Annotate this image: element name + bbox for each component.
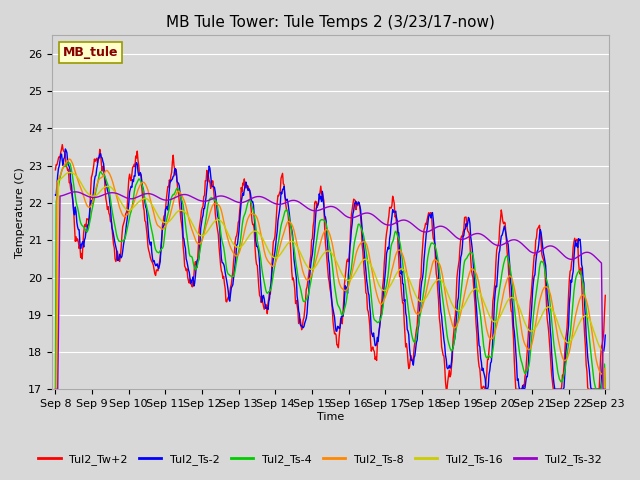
Line: Tul2_Ts-2: Tul2_Ts-2 [56, 149, 605, 389]
Tul2_Tw+2 [58, 142, 66, 147]
Tul2_Ts-4 [204, 205, 211, 211]
Tul2_Ts-4 [52, 386, 60, 392]
X-axis label: Time: Time [317, 412, 344, 422]
Tul2_Ts-16 [119, 202, 127, 208]
Tul2_Ts-2 [119, 248, 127, 254]
Tul2_Ts-16 [175, 208, 182, 214]
Tul2_Ts-2 [61, 146, 69, 152]
Tul2_Ts-32 [204, 198, 211, 204]
Tul2_Ts-16 [204, 228, 211, 234]
Tul2_Ts-32 [72, 189, 79, 195]
Legend: Tul2_Tw+2, Tul2_Ts-2, Tul2_Ts-4, Tul2_Ts-8, Tul2_Ts-16, Tul2_Ts-32: Tul2_Tw+2, Tul2_Ts-2, Tul2_Ts-4, Tul2_Ts… [34, 450, 606, 469]
Tul2_Tw+2 [602, 292, 609, 298]
Tul2_Ts-2 [52, 192, 60, 198]
Tul2_Ts-32 [414, 226, 422, 232]
Tul2_Ts-8 [602, 386, 609, 392]
Tul2_Ts-4 [398, 253, 406, 259]
Tul2_Ts-4 [602, 386, 609, 392]
Tul2_Tw+2 [175, 190, 182, 196]
Tul2_Ts-8 [414, 311, 422, 317]
Tul2_Ts-8 [52, 386, 60, 392]
Tul2_Tw+2 [52, 167, 60, 173]
Line: Tul2_Ts-32: Tul2_Ts-32 [56, 192, 605, 389]
Tul2_Ts-32 [119, 193, 127, 199]
Tul2_Ts-8 [204, 218, 211, 224]
Tul2_Ts-2 [414, 327, 422, 333]
Tul2_Tw+2 [204, 174, 211, 180]
Tul2_Ts-2 [62, 147, 70, 153]
Tul2_Ts-2 [602, 332, 609, 338]
Tul2_Ts-4 [65, 160, 73, 166]
Tul2_Ts-2 [483, 386, 491, 392]
Tul2_Ts-16 [66, 169, 74, 175]
Tul2_Ts-16 [414, 296, 422, 302]
Y-axis label: Temperature (C): Temperature (C) [15, 167, 25, 258]
Line: Tul2_Ts-4: Tul2_Ts-4 [56, 163, 605, 389]
Line: Tul2_Ts-8: Tul2_Ts-8 [56, 159, 605, 389]
Tul2_Ts-4 [414, 324, 422, 330]
Tul2_Ts-16 [398, 266, 406, 272]
Tul2_Ts-32 [602, 386, 609, 392]
Title: MB Tule Tower: Tule Temps 2 (3/23/17-now): MB Tule Tower: Tule Temps 2 (3/23/17-now… [166, 15, 495, 30]
Tul2_Ts-8 [61, 161, 69, 167]
Tul2_Ts-4 [175, 186, 182, 192]
Tul2_Ts-32 [175, 193, 182, 199]
Tul2_Ts-32 [61, 192, 69, 197]
Tul2_Tw+2 [62, 163, 70, 169]
Tul2_Ts-16 [602, 386, 609, 392]
Tul2_Ts-16 [61, 171, 69, 177]
Tul2_Tw+2 [443, 386, 451, 392]
Tul2_Ts-4 [61, 164, 69, 169]
Tul2_Tw+2 [119, 224, 127, 229]
Tul2_Ts-4 [119, 238, 127, 244]
Tul2_Ts-8 [119, 212, 127, 218]
Line: Tul2_Tw+2: Tul2_Tw+2 [56, 144, 605, 389]
Tul2_Ts-8 [175, 189, 182, 194]
Tul2_Ts-2 [175, 180, 182, 186]
Text: MB_tule: MB_tule [63, 46, 118, 59]
Line: Tul2_Ts-16: Tul2_Ts-16 [56, 172, 605, 389]
Tul2_Tw+2 [414, 308, 422, 314]
Tul2_Tw+2 [398, 293, 406, 299]
Tul2_Ts-32 [398, 217, 406, 223]
Tul2_Ts-2 [204, 179, 211, 184]
Tul2_Ts-32 [52, 386, 60, 392]
Tul2_Ts-16 [52, 386, 60, 392]
Tul2_Ts-8 [66, 156, 74, 162]
Tul2_Ts-8 [398, 250, 406, 256]
Tul2_Ts-2 [398, 268, 406, 274]
